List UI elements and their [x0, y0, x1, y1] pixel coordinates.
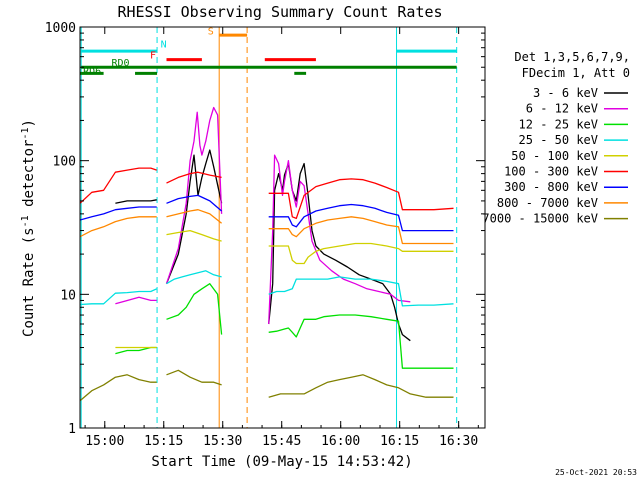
series-line-1-segment-1	[165, 106, 223, 284]
series-line-8-segment-1	[166, 369, 222, 386]
legend-header-line-2: FDecim 1, Att 0	[522, 66, 630, 80]
series-line-7-segment-1	[166, 209, 223, 224]
series-line-5-segment-0	[80, 167, 157, 204]
series-line-8-segment-2	[268, 374, 454, 398]
x-tick-label-6: 16:30	[439, 434, 478, 449]
legend-label-0: 3 - 6 keV	[533, 86, 598, 100]
plot-area: N S F RD0 RD6	[80, 26, 458, 428]
series-line-6-segment-0	[80, 206, 157, 221]
series-line-8-segment-0	[80, 374, 157, 402]
x-tick-label-2: 15:30	[203, 434, 242, 449]
x-tick-label-4: 16:00	[321, 434, 360, 449]
chart-title: RHESSI Observing Summary Count Rates	[117, 3, 442, 21]
plot-contents	[80, 27, 458, 428]
series-line-4-segment-1	[166, 229, 222, 242]
y-tick-label-1: 10	[60, 288, 76, 303]
series-line-6-segment-2	[268, 203, 454, 232]
legend: Det 1,3,5,6,7,9, FDecim 1, Att 0 3 - 6 k…	[482, 50, 630, 226]
y-tick-label-3: 1000	[45, 21, 76, 36]
state-label-3: RD0	[111, 58, 129, 69]
legend-label-7: 800 - 7000 keV	[497, 196, 598, 210]
x-tick-label-5: 16:15	[380, 434, 419, 449]
series-line-3-segment-2	[268, 276, 454, 307]
series-line-5-segment-2	[268, 178, 454, 220]
legend-label-3: 25 - 50 keV	[519, 133, 598, 147]
axes: 15:00 15:15 15:30 15:45 16:00 16:15 16:30 1 10 10…	[45, 21, 485, 449]
legend-label-1: 6 - 12 keV	[526, 102, 598, 116]
y-tick-label-2: 100	[53, 155, 76, 170]
series-line-1-segment-0	[115, 296, 157, 305]
legend-label-5: 100 - 300 keV	[504, 165, 598, 179]
series-line-2-segment-2	[268, 314, 454, 369]
plot-frame	[79, 26, 486, 429]
state-label-1: S	[208, 26, 214, 37]
legend-label-6: 300 - 800 keV	[504, 180, 598, 194]
legend-header-line-1: Det 1,3,5,6,7,9,	[514, 50, 630, 64]
series-line-0-segment-0	[115, 199, 157, 204]
series-line-5-segment-1	[166, 171, 222, 184]
y-tick-label-0: 1	[68, 422, 76, 437]
legend-label-2: 12 - 25 keV	[519, 117, 598, 131]
series-line-3-segment-0	[80, 288, 157, 306]
x-tick-label-1: 15:15	[144, 434, 183, 449]
series-line-4-segment-2	[268, 242, 454, 265]
state-label-2: F	[150, 51, 156, 62]
legend-label-4: 50 - 100 keV	[511, 149, 598, 163]
series-line-6-segment-1	[166, 194, 223, 212]
footer-timestamp: 25-Oct-2021 20:53	[555, 468, 637, 477]
series-line-7-segment-2	[268, 216, 454, 245]
state-label-4: RD6	[83, 67, 101, 78]
x-tick-label-3: 15:45	[262, 434, 301, 449]
y-axis-label: Count Rate (s-1 detector-1)	[20, 119, 37, 337]
legend-label-8: 7000 - 15000 keV	[482, 212, 598, 226]
state-label-0: N	[161, 40, 167, 51]
x-tick-label-0: 15:00	[85, 434, 124, 449]
series-line-7-segment-0	[80, 216, 157, 238]
series-line-3-segment-1	[166, 270, 222, 285]
series-line-1-segment-2	[268, 154, 411, 325]
series-line-2-segment-1	[166, 283, 223, 335]
x-axis-label: Start Time (09-May-15 14:53:42)	[151, 454, 412, 470]
